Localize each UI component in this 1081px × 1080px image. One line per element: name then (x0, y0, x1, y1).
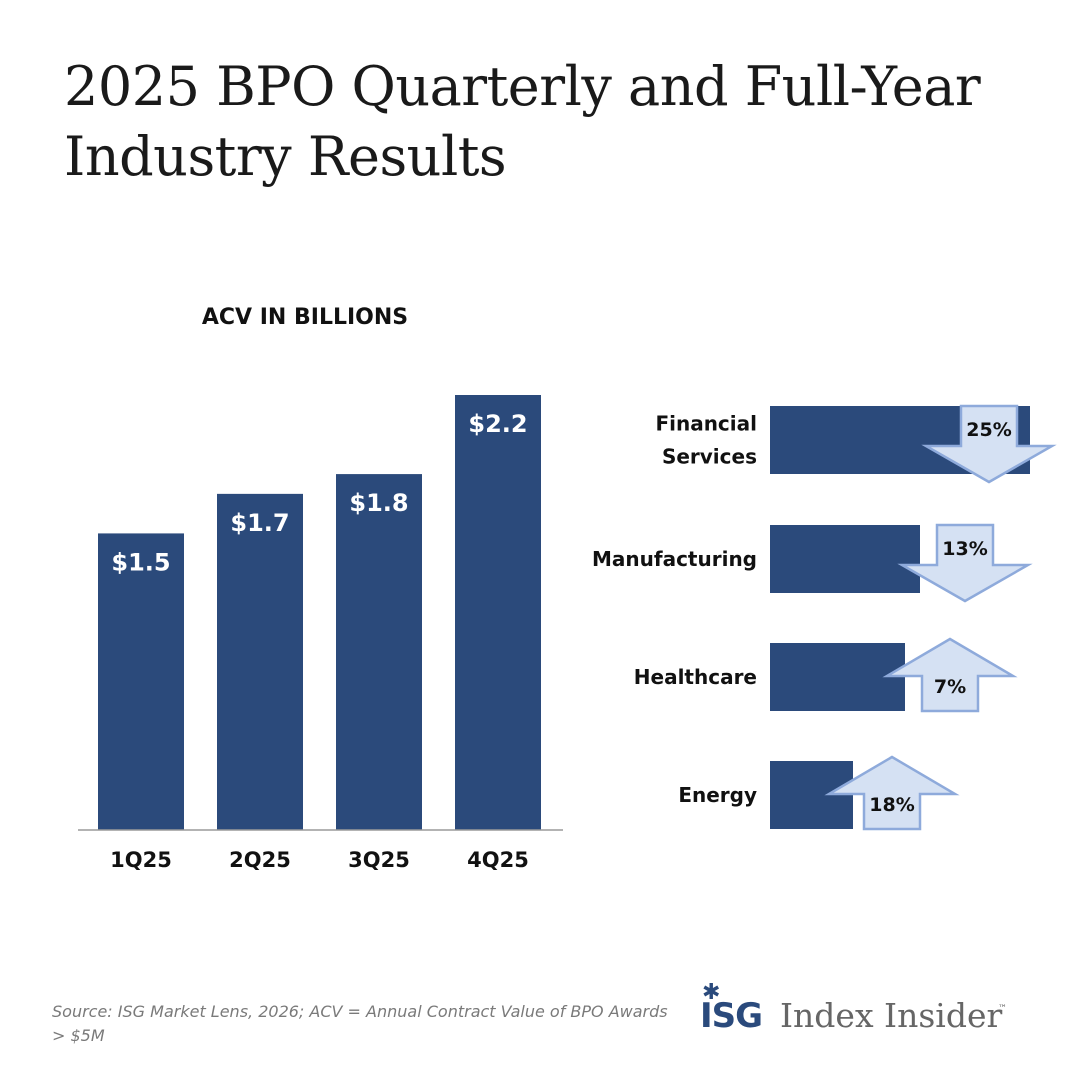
logo-trademark: ™ (998, 1004, 1007, 1014)
sector-label: Manufacturing (592, 547, 757, 571)
change-percent-label: 13% (942, 538, 987, 560)
page-title: 2025 BPO Quarterly and Full-Year Industr… (64, 55, 981, 188)
bar-value-label: $1.8 (349, 489, 408, 517)
sector-bar-manufacturing (770, 525, 920, 593)
isg-index-insider-logo: ✱ ISG Index Insider ™ (700, 982, 1060, 1042)
bar-2Q25 (217, 493, 303, 830)
sector-label: Financial (655, 412, 757, 436)
bar-value-label: $2.2 (468, 410, 527, 438)
logo-isg-text: ISG (700, 996, 763, 1036)
change-percent-label: 25% (966, 419, 1011, 441)
down-arrow-icon (897, 523, 1033, 603)
x-tick-label: 3Q25 (348, 848, 410, 872)
bar-value-label: $1.7 (230, 509, 289, 537)
bar-value-label: $1.5 (111, 548, 170, 576)
logo-product-text: Index Insider (780, 996, 1003, 1035)
sector-bar-healthcare (770, 643, 905, 711)
bar-3Q25 (336, 474, 422, 830)
x-tick-label: 2Q25 (229, 848, 291, 872)
logo-star-icon: ✱ (702, 980, 721, 1005)
change-percent-label: 7% (934, 676, 966, 698)
acv-bar-chart: $1.5 1Q25 $1.7 2Q25 $1.8 3Q25 $2.2 4Q25 (78, 395, 563, 872)
sector-label: Services (662, 445, 757, 469)
x-tick-label: 4Q25 (467, 848, 529, 872)
down-arrow-icon (921, 404, 1057, 484)
sector-label: Healthcare (634, 665, 757, 689)
acv-chart-title: ACV IN BILLIONS (201, 305, 409, 330)
sector-change-chart: 25% Financial Services 13% Manufacturing 7% He… (592, 404, 1057, 831)
sector-label: Energy (678, 783, 757, 807)
up-arrow-icon (824, 755, 960, 831)
bar-4Q25 (455, 395, 541, 830)
bar-1Q25 (98, 533, 184, 830)
source-note: Source: ISG Market Lens, 2026; ACV = Ann… (52, 1002, 668, 1045)
x-tick-label: 1Q25 (110, 848, 172, 872)
up-arrow-icon (882, 637, 1018, 713)
change-percent-label: 18% (869, 794, 914, 816)
